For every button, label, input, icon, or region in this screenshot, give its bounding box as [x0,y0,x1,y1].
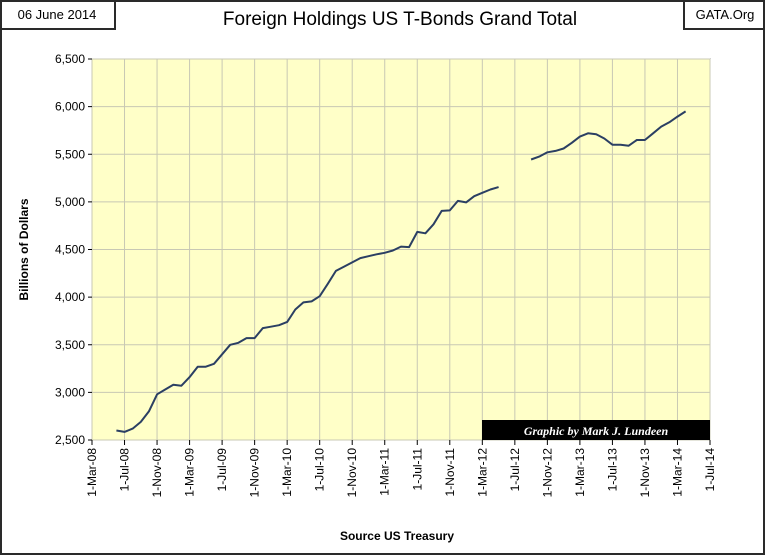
x-tick-label: 1-Jul-12 [508,448,522,492]
source-label: GATA.Org [683,0,765,30]
x-tick-label: 1-Nov-09 [248,448,262,498]
y-tick-label: 2,500 [55,433,85,447]
x-tick-label: 1-Jul-10 [313,448,327,492]
gridlines [91,58,711,441]
x-tick-label: 1-Mar-08 [85,448,99,497]
x-tick-label: 1-Jul-14 [703,448,717,492]
x-tick-label: 1-Jul-09 [215,448,229,492]
x-tick-label: 1-Jul-08 [118,448,132,492]
y-tick-label: 5,000 [55,195,85,209]
y-tick-label: 4,500 [55,243,85,257]
series-lines [116,110,687,433]
x-tick-label: 1-Mar-11 [378,448,392,496]
y-tick-label: 4,000 [55,290,85,304]
x-tick-label: 1-Mar-10 [280,448,294,497]
x-axis-label: Source US Treasury [340,529,454,543]
x-tick-label: 1-Mar-12 [475,448,489,497]
x-tick-label: 1-Mar-14 [670,448,684,497]
credit-text: Graphic by Mark J. Lundeen [524,424,669,438]
credit-box [482,420,710,440]
chart-title: Foreign Holdings US T-Bonds Grand Total [222,9,578,30]
x-tick-label: 1-Nov-12 [540,448,554,498]
x-tick-label: 1-Nov-08 [150,448,164,498]
x-tick-label: 1-Nov-13 [638,448,652,498]
x-axis: 1-Mar-08 1-Jul-08 1-Nov-08 1-Mar-09 1-Jul-09… [85,440,717,497]
y-axis-label: Billions of Dollars [17,198,31,300]
date-label: 06 June 2014 [0,0,116,30]
x-tick-label: 1-Mar-09 [183,448,197,497]
y-tick-label: 3,500 [55,338,85,352]
y-tick-label: 3,000 [55,385,85,399]
y-tick-label: 6,000 [55,100,85,114]
series-line [116,186,499,433]
y-axis: 2,500 3,000 3,500 4,000 4,500 5,000 5,500 6,000… [55,52,92,447]
x-tick-label: 1-Nov-10 [345,448,359,498]
y-tick-label: 6,500 [55,52,85,66]
series-line [530,110,687,161]
y-tick-label: 5,500 [55,147,85,161]
x-tick-label: 1-Jul-11 [410,448,424,491]
x-tick-label: 1-Jul-13 [605,448,619,492]
x-tick-label: 1-Nov-11 [443,448,457,497]
x-tick-label: 1-Mar-13 [573,448,587,497]
